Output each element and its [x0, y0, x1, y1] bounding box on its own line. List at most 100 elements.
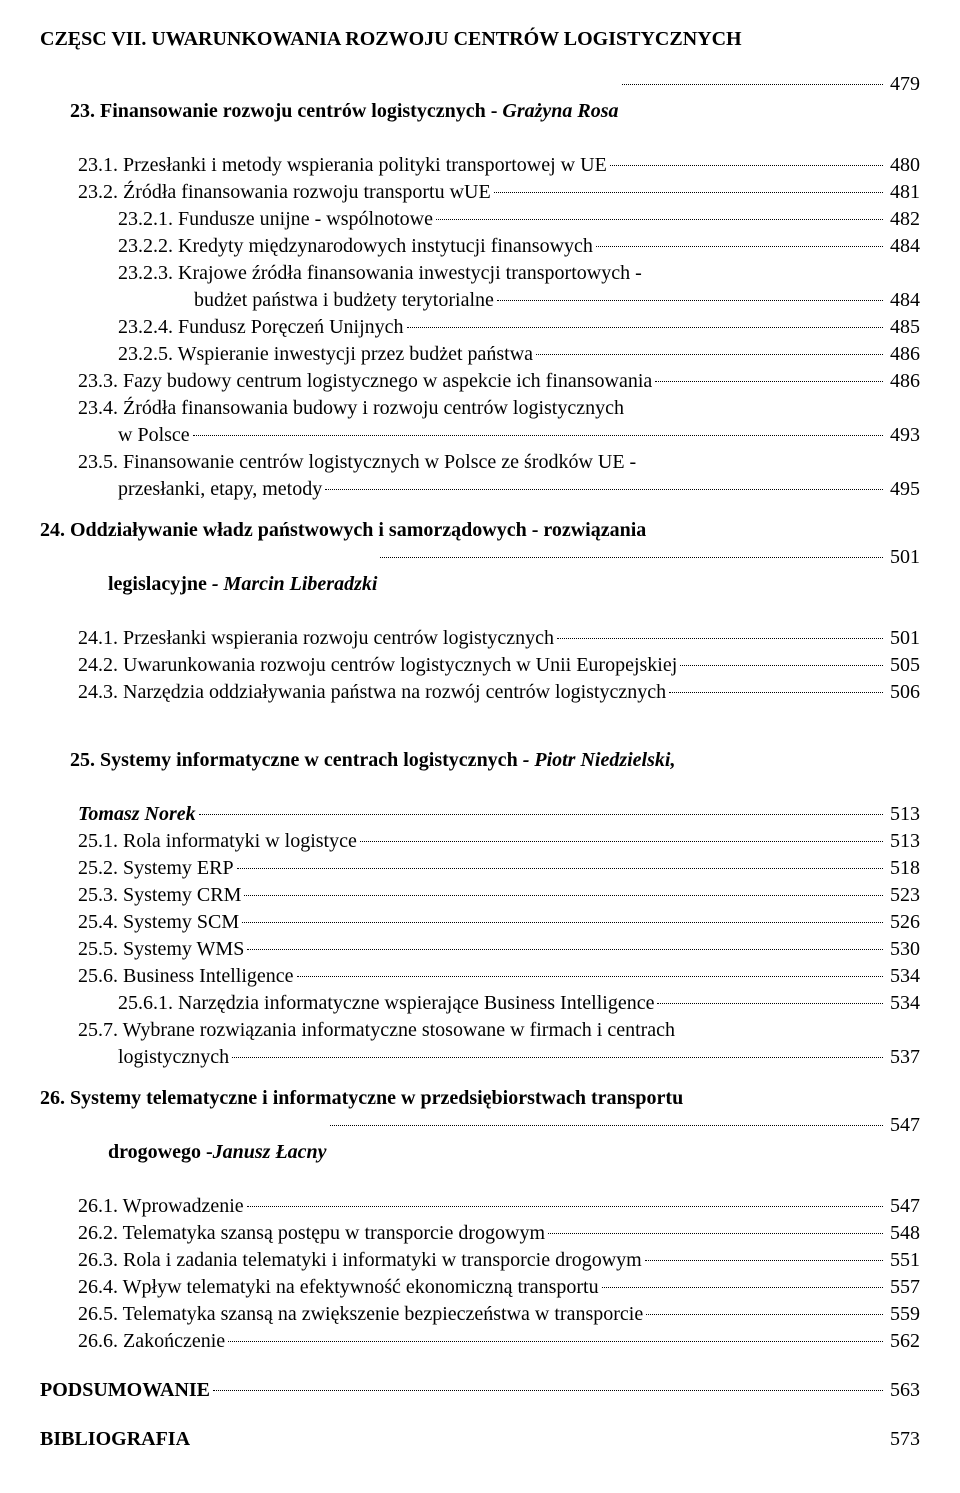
toc-label: 23.2.3. Krajowe źródła finansowania inwe… [118, 260, 642, 287]
page-number: 501 [886, 625, 920, 652]
leader-dots [557, 638, 883, 639]
toc-label: 25.4. Systemy SCM [78, 909, 239, 936]
toc-label: 23.2.2. Kredyty międzynarodowych instytu… [118, 233, 593, 260]
leader-dots [436, 219, 883, 220]
page-number: 530 [886, 936, 920, 963]
toc-label: 25.1. Rola informatyki w logistyce [78, 828, 357, 855]
toc-entry-26-6: 26.6. Zakończenie 562 [40, 1328, 920, 1355]
toc-label: 23.4. Źródła finansowania budowy i rozwo… [78, 395, 624, 422]
author: Janusz Łacny [213, 1141, 327, 1163]
toc-entry-26-1: 26.1. Wprowadzenie 547 [40, 1193, 920, 1220]
page-number: 526 [886, 909, 920, 936]
toc-label: 26.3. Rola i zadania telematyki i inform… [78, 1247, 642, 1274]
leader-dots [657, 1003, 883, 1004]
toc-label: 23.1. Przesłanki i metody wspierania pol… [78, 152, 607, 179]
page-number: 480 [886, 152, 920, 179]
leader-dots [242, 922, 883, 923]
toc-entry-23-4-line2: w Polsce 493 [40, 422, 920, 449]
toc-label: 26.4. Wpływ telematyki na efektywność ek… [78, 1274, 599, 1301]
leader-dots [247, 1206, 883, 1207]
page-number: 548 [886, 1220, 920, 1247]
toc-label: 23.2.1. Fundusze unijne - wspólnotowe [118, 206, 433, 233]
toc-page: CZĘSC VII. UWARUNKOWANIA ROZWOJU CENTRÓW… [0, 0, 960, 1493]
page-number: 484 [886, 287, 920, 314]
page-number: 518 [886, 855, 920, 882]
leader-dots [497, 300, 883, 301]
toc-label: PODSUMOWANIE [40, 1377, 210, 1404]
leader-dots [494, 192, 883, 193]
toc-label: 24.1. Przesłanki wspierania rozwoju cent… [78, 625, 554, 652]
page-number: 486 [886, 341, 920, 368]
toc-entry-23-1: 23.1. Przesłanki i metody wspierania pol… [40, 152, 920, 179]
toc-entry-23-2-3-line1: 23.2.3. Krajowe źródła finansowania inwe… [40, 260, 920, 287]
toc-chapter-25-line2: Tomasz Norek 513 [40, 801, 920, 828]
toc-label: 23.2.5. Wspieranie inwestycji przez budż… [118, 341, 533, 368]
leader-dots [645, 1260, 883, 1261]
toc-label: 26.2. Telematyka szansą postępu w transp… [78, 1220, 545, 1247]
leader-dots [602, 1287, 883, 1288]
toc-entry-23-2-3-line2: budżet państwa i budżety terytorialne 48… [40, 287, 920, 314]
toc-label: 25. Systemy informatyczne w centrach log… [40, 720, 675, 801]
toc-entry-25-6: 25.6. Business Intelligence 534 [40, 963, 920, 990]
toc-entry-26-3: 26.3. Rola i zadania telematyki i inform… [40, 1247, 920, 1274]
toc-entry-23-2: 23.2. Źródła finansowania rozwoju transp… [40, 179, 920, 206]
toc-summary: PODSUMOWANIE 563 [40, 1377, 920, 1404]
leader-dots [232, 1057, 883, 1058]
toc-entry-23-3: 23.3. Fazy budowy centrum logistycznego … [40, 368, 920, 395]
toc-entry-25-4: 25.4. Systemy SCM 526 [40, 909, 920, 936]
leader-dots [360, 841, 883, 842]
toc-entry-23-2-4: 23.2.4. Fundusz Poręczeń Unijnych 485 [40, 314, 920, 341]
toc-entry-25-7-line2: logistycznych 537 [40, 1044, 920, 1071]
toc-label: 23.5. Finansowanie centrów logistycznych… [78, 449, 636, 476]
leader-dots [380, 557, 883, 558]
toc-entry-26-5: 26.5. Telematyka szansą na zwiększenie b… [40, 1301, 920, 1328]
page-number: 537 [886, 1044, 920, 1071]
leader-dots [213, 1390, 883, 1391]
toc-label: legislacyjne - Marcin Liberadzki [78, 544, 377, 625]
toc-label: 25.6. Business Intelligence [78, 963, 294, 990]
toc-entry-23-2-5: 23.2.5. Wspieranie inwestycji przez budż… [40, 341, 920, 368]
toc-label: 26. Systemy telematyczne i informatyczne… [40, 1085, 683, 1112]
page-number: 482 [886, 206, 920, 233]
page-number: 501 [886, 544, 920, 571]
toc-entry-23-5-line2: przesłanki, etapy, metody 495 [40, 476, 920, 503]
toc-chapter-26-line1: 26. Systemy telematyczne i informatyczne… [40, 1085, 920, 1112]
page-number: 486 [886, 368, 920, 395]
toc-label: w Polsce [118, 422, 190, 449]
toc-chapter-23: 23. Finansowanie rozwoju centrów logisty… [40, 71, 920, 152]
toc-entry-25-7-line1: 25.7. Wybrane rozwiązania informatyczne … [40, 1017, 920, 1044]
page-number: 559 [886, 1301, 920, 1328]
toc-label: 23.2. Źródła finansowania rozwoju transp… [78, 179, 491, 206]
title-part: 25. Systemy informatyczne w centrach log… [70, 749, 518, 771]
leader-dots [680, 665, 883, 666]
toc-label: 23.3. Fazy budowy centrum logistycznego … [78, 368, 652, 395]
page-number: 547 [886, 1193, 920, 1220]
leader-dots [237, 868, 883, 869]
toc-entry-23-2-2: 23.2.2. Kredyty międzynarodowych instytu… [40, 233, 920, 260]
toc-chapter-25-line1: 25. Systemy informatyczne w centrach log… [40, 720, 920, 801]
leader-dots [330, 1125, 883, 1126]
toc-label: 24. Oddziaływanie władz państwowych i sa… [40, 517, 646, 544]
leader-dots [297, 976, 883, 977]
page-number: 479 [886, 71, 920, 98]
toc-label: BIBLIOGRAFIA [40, 1426, 190, 1453]
page-number: 485 [886, 314, 920, 341]
toc-entry-25-6-1: 25.6.1. Narzędzia informatyczne wspieraj… [40, 990, 920, 1017]
page-number: 547 [886, 1112, 920, 1139]
toc-entry-26-4: 26.4. Wpływ telematyki na efektywność ek… [40, 1274, 920, 1301]
author: Tomasz Norek [78, 801, 196, 828]
toc-label: 23. Finansowanie rozwoju centrów logisty… [40, 71, 619, 152]
toc-label: 25.7. Wybrane rozwiązania informatyczne … [78, 1017, 675, 1044]
toc-entry-25-2: 25.2. Systemy ERP 518 [40, 855, 920, 882]
page-number: 513 [886, 828, 920, 855]
toc-label: 25.6.1. Narzędzia informatyczne wspieraj… [118, 990, 654, 1017]
page-number: 505 [886, 652, 920, 679]
part-title: CZĘSC VII. UWARUNKOWANIA ROZWOJU CENTRÓW… [40, 26, 920, 53]
toc-label: 26.5. Telematyka szansą na zwiększenie b… [78, 1301, 643, 1328]
toc-label: 24.2. Uwarunkowania rozwoju centrów logi… [78, 652, 677, 679]
leader-dots [247, 949, 883, 950]
page-number: 551 [886, 1247, 920, 1274]
page-number: 534 [886, 963, 920, 990]
toc-entry-24-1: 24.1. Przesłanki wspierania rozwoju cent… [40, 625, 920, 652]
author: - Piotr Niedzielski, [518, 749, 676, 771]
